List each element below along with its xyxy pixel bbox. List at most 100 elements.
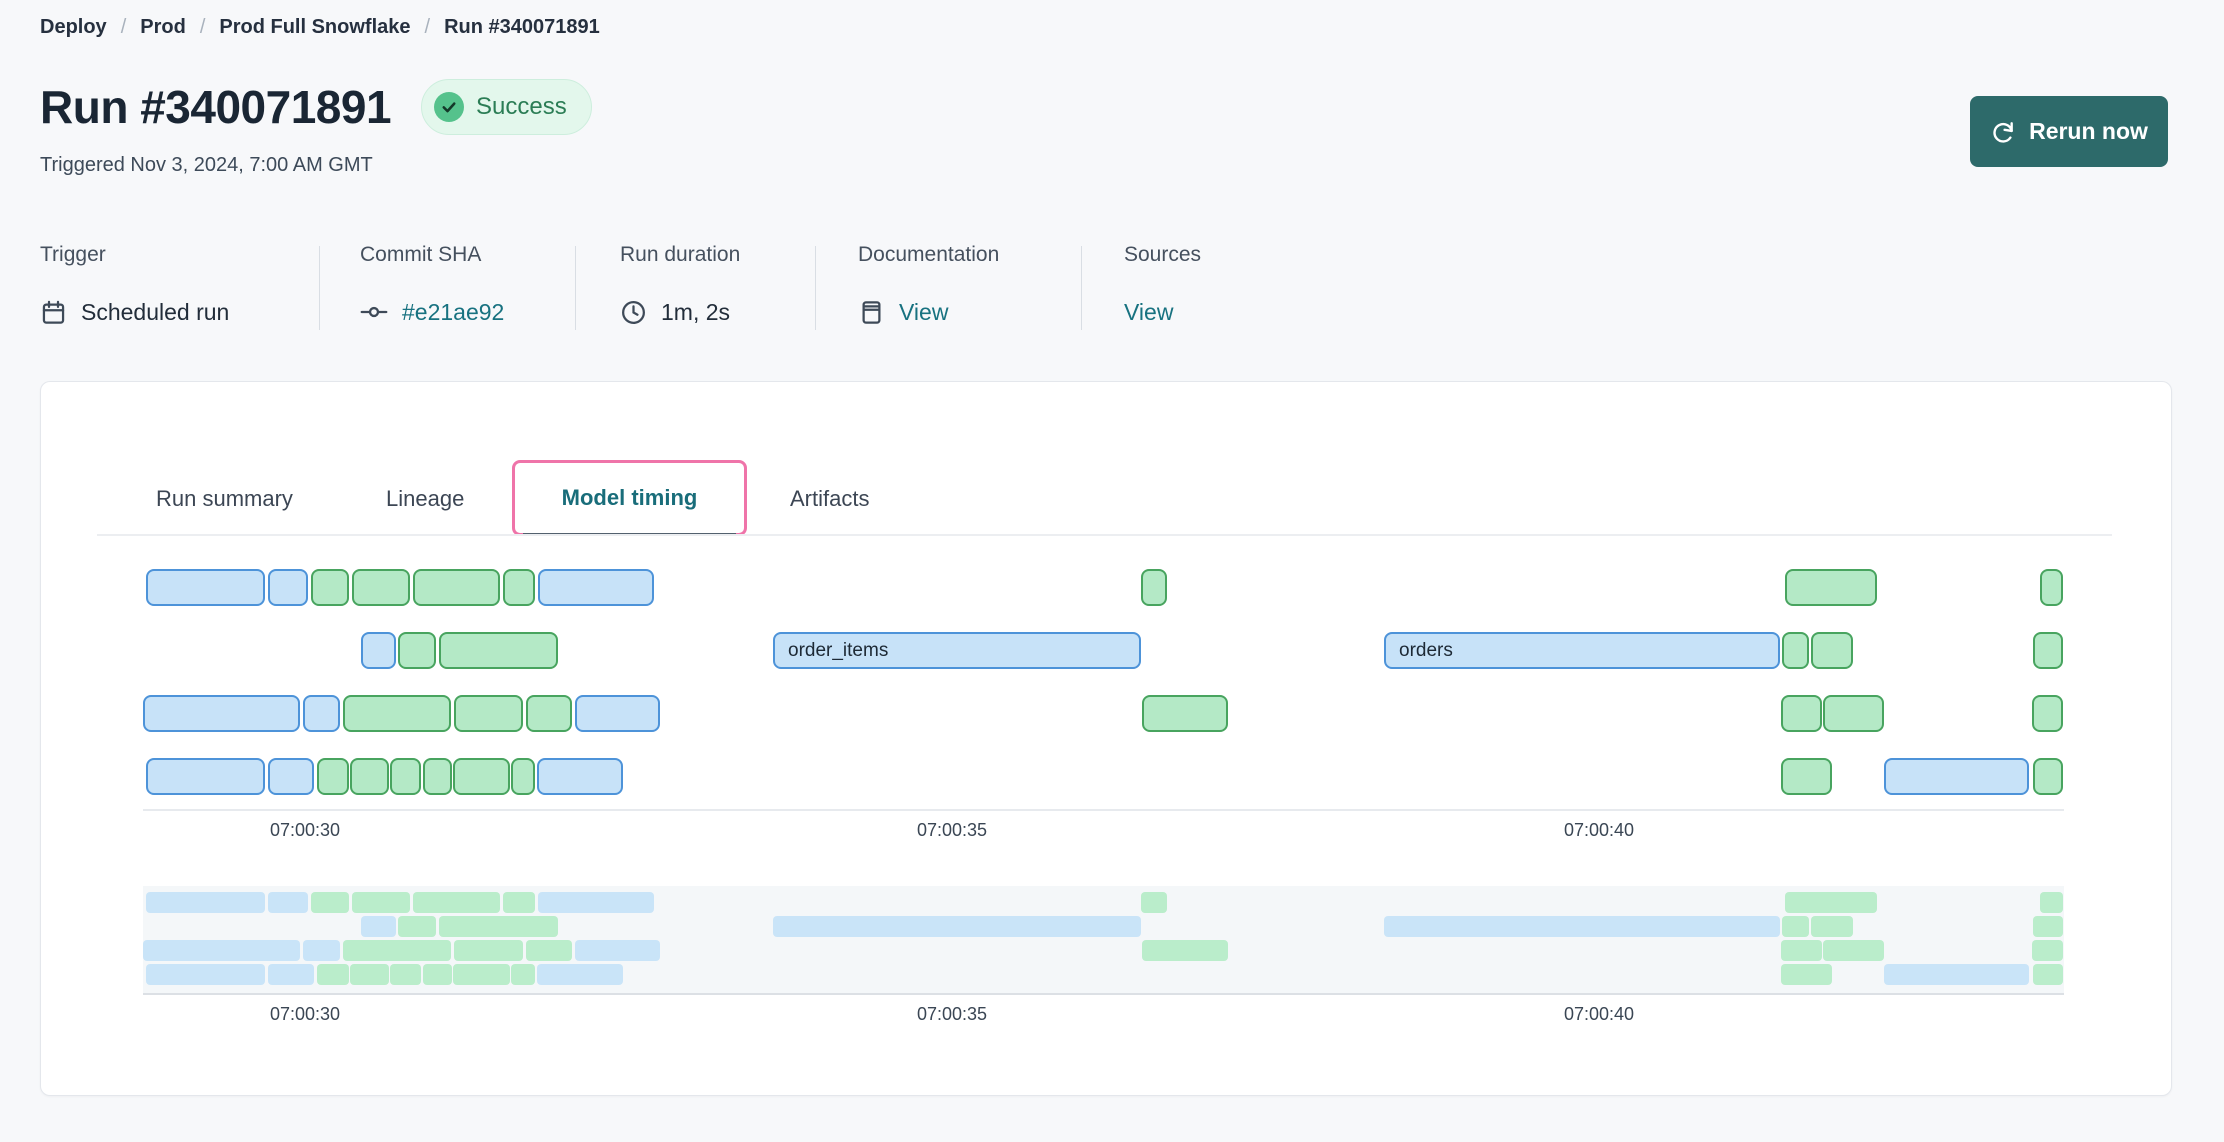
gantt-bar[interactable] xyxy=(1781,758,1832,795)
minimap-bar xyxy=(350,964,389,985)
rerun-now-label: Rerun now xyxy=(2029,118,2148,144)
minimap-bar xyxy=(361,916,396,937)
gantt-bar[interactable] xyxy=(1142,695,1228,732)
gantt-bar[interactable] xyxy=(343,695,451,732)
calendar-icon xyxy=(40,299,67,326)
gantt-bar[interactable] xyxy=(390,758,421,795)
gantt-bar[interactable] xyxy=(511,758,535,795)
gantt-bar[interactable] xyxy=(538,569,654,606)
gantt-bar[interactable] xyxy=(503,569,535,606)
minimap-bar xyxy=(2032,940,2063,961)
meta-divider xyxy=(1081,246,1082,330)
gantt-bar[interactable] xyxy=(146,758,265,795)
minimap-bar xyxy=(1781,964,1832,985)
minimap-bar xyxy=(268,964,314,985)
minimap-bar xyxy=(352,892,410,913)
success-check-icon xyxy=(434,92,465,122)
gantt-bar[interactable] xyxy=(1782,632,1809,669)
gantt-bar[interactable] xyxy=(413,569,500,606)
minimap-bar xyxy=(398,916,436,937)
meta-divider xyxy=(319,246,320,330)
gantt-bar[interactable] xyxy=(143,695,300,732)
minimap-axis-line xyxy=(143,993,2064,995)
gantt-bar[interactable] xyxy=(423,758,452,795)
git-commit-icon xyxy=(360,298,388,326)
gantt-bar[interactable] xyxy=(1823,695,1884,732)
minimap-bar xyxy=(538,892,654,913)
breadcrumb-separator: / xyxy=(120,16,127,38)
meta-documentation-label: Documentation xyxy=(858,243,1000,266)
gantt-bar[interactable] xyxy=(398,632,436,669)
gantt-bar[interactable] xyxy=(146,569,265,606)
rerun-now-button[interactable]: Rerun now xyxy=(1970,96,2168,167)
gantt-bar[interactable] xyxy=(2040,569,2063,606)
gantt-bar[interactable] xyxy=(2033,758,2063,795)
axis-tick-label: 07:00:35 xyxy=(916,820,988,840)
minimap-bar xyxy=(413,892,500,913)
documentation-view-link[interactable]: View xyxy=(899,299,949,325)
gantt-bar[interactable] xyxy=(268,758,314,795)
tab-run-summary[interactable]: Run summary xyxy=(156,486,293,511)
sources-view-link[interactable]: View xyxy=(1124,299,1174,325)
meta-commit-sha: Commit SHA #e21ae92 xyxy=(360,240,504,328)
axis-tick-label: 07:00:40 xyxy=(1563,1004,1635,1024)
tab-model-timing[interactable]: Model timing xyxy=(512,460,747,536)
minimap-bar xyxy=(503,892,535,913)
axis-tick-label: 07:00:30 xyxy=(269,1004,341,1024)
gantt-bar[interactable] xyxy=(575,695,660,732)
breadcrumb: Deploy / Prod / Prod Full Snowflake / Ru… xyxy=(40,16,600,39)
minimap-bar xyxy=(1785,892,1877,913)
minimap-bar xyxy=(143,940,300,961)
minimap-bar xyxy=(511,964,535,985)
tab-lineage[interactable]: Lineage xyxy=(386,486,465,511)
gantt-bar[interactable] xyxy=(2032,695,2063,732)
minimap-bar xyxy=(439,916,558,937)
gantt-bar[interactable] xyxy=(352,569,410,606)
meta-sources: Sources View xyxy=(1124,240,1201,328)
meta-commit-label: Commit SHA xyxy=(360,243,482,266)
gantt-bar[interactable] xyxy=(311,569,349,606)
minimap-bar xyxy=(343,940,451,961)
gantt-bar[interactable] xyxy=(1781,695,1822,732)
meta-trigger-label: Trigger xyxy=(40,243,106,266)
meta-trigger-value: Scheduled run xyxy=(81,299,230,325)
gantt-bar[interactable] xyxy=(1141,569,1167,606)
gantt-bar[interactable] xyxy=(439,632,558,669)
page-title: Run #340071891 xyxy=(40,81,392,133)
gantt-bar[interactable] xyxy=(1785,569,1877,606)
breadcrumb-deploy[interactable]: Deploy xyxy=(40,16,107,38)
gantt-bar[interactable] xyxy=(453,758,510,795)
meta-divider xyxy=(575,246,576,330)
breadcrumb-environment[interactable]: Prod Full Snowflake xyxy=(219,16,411,38)
breadcrumb-prod[interactable]: Prod xyxy=(140,16,186,38)
minimap-bar xyxy=(1781,940,1822,961)
gantt-bar[interactable] xyxy=(537,758,623,795)
refresh-icon xyxy=(1990,119,2016,145)
gantt-bar[interactable] xyxy=(350,758,389,795)
minimap-bar xyxy=(1811,916,1853,937)
minimap-bar xyxy=(2033,916,2063,937)
meta-documentation: Documentation View xyxy=(858,240,999,328)
gantt-bar[interactable] xyxy=(268,569,308,606)
tab-artifacts[interactable]: Artifacts xyxy=(790,486,870,511)
gantt-bar[interactable] xyxy=(303,695,340,732)
gantt-bar-order_items[interactable]: order_items xyxy=(773,632,1141,669)
gantt-bar[interactable] xyxy=(1884,758,2029,795)
meta-duration-label: Run duration xyxy=(620,243,741,266)
gantt-bar-orders[interactable]: orders xyxy=(1384,632,1780,669)
gantt-bar[interactable] xyxy=(526,695,572,732)
breadcrumb-separator: / xyxy=(199,16,206,38)
minimap-bar xyxy=(423,964,452,985)
gantt-bar[interactable] xyxy=(1811,632,1853,669)
gantt-bar[interactable] xyxy=(454,695,523,732)
document-icon xyxy=(858,299,885,326)
commit-sha-link[interactable]: #e21ae92 xyxy=(402,299,505,325)
minimap-bar xyxy=(1141,892,1167,913)
gantt-bar[interactable] xyxy=(317,758,349,795)
gantt-bar[interactable] xyxy=(361,632,396,669)
gantt-bar[interactable] xyxy=(2033,632,2063,669)
tabs-divider xyxy=(97,534,2112,536)
minimap-bar xyxy=(575,940,660,961)
gantt-bar-label: order_items xyxy=(788,639,889,661)
